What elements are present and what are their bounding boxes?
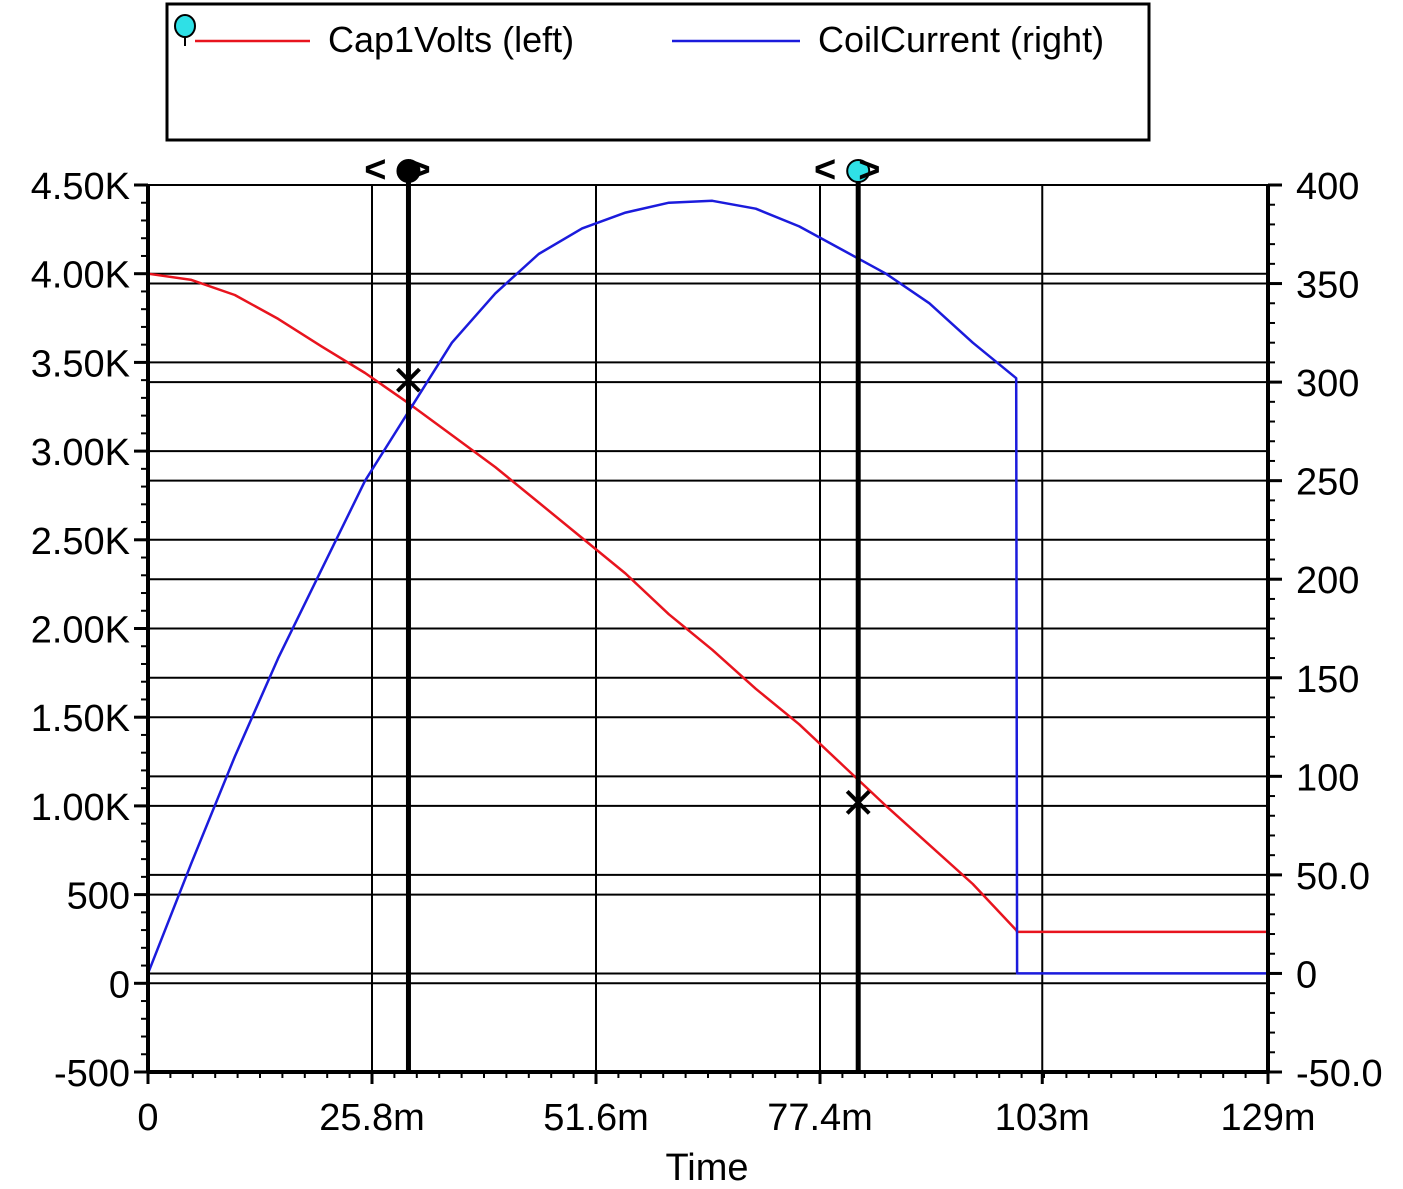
x-tick-label: 51.6m xyxy=(543,1097,649,1139)
y-left-tick-label: 4.50K xyxy=(31,166,130,208)
y-left-tick-label: 2.50K xyxy=(31,521,130,563)
x-tick-label: 129m xyxy=(1220,1097,1315,1139)
y-right-tick-label: 200 xyxy=(1296,560,1359,602)
grid xyxy=(147,184,1269,1073)
marker-stroke xyxy=(845,789,871,815)
y-right-tick-label: -50.0 xyxy=(1296,1053,1383,1095)
legend-box xyxy=(165,2,1151,142)
cursor-marker-x-icon xyxy=(396,367,421,393)
y-right-tick-label: 100 xyxy=(1296,757,1359,799)
legend-pin-icon[interactable] xyxy=(174,14,196,46)
y-right-tick-label: 150 xyxy=(1296,659,1359,701)
marker-stroke xyxy=(396,367,421,393)
tick-labels: 0 25.8m 51.6m 77.4m 103m 129m-50005001.00K1.5… xyxy=(31,166,1383,1139)
y-left-tick-label: -500 xyxy=(54,1053,130,1095)
cursor-handle-icon[interactable] xyxy=(846,159,871,183)
x-tick-label: 103m xyxy=(995,1097,1090,1139)
series-coilcurrent-line xyxy=(146,199,1268,975)
y-right-tick-label: 300 xyxy=(1296,363,1359,405)
y-left-tick-label: 1.50K xyxy=(31,698,130,740)
cursor-symbol: <> xyxy=(364,149,452,191)
y-right-tick-label: 400 xyxy=(1296,166,1359,208)
y-right-tick-label: 250 xyxy=(1296,462,1359,504)
x-tick-label: 25.8m xyxy=(319,1097,425,1139)
y-left-tick-label: 4.00K xyxy=(31,255,130,297)
legend-label-coilcurrent: CoilCurrent (right) xyxy=(818,19,1104,60)
y-left-tick-label: 500 xyxy=(67,876,130,918)
y-right-tick-label: 50.0 xyxy=(1296,856,1370,898)
x-axis-title: Time xyxy=(665,1147,748,1189)
cursor-handle-icon[interactable] xyxy=(396,159,421,183)
cursor-symbol: <> xyxy=(814,149,902,191)
cursor-marker-x-icon xyxy=(845,789,871,815)
x-tick-label: 0 xyxy=(137,1097,158,1139)
series-cap1volts-line xyxy=(147,272,1268,934)
y-left-tick-label: 1.00K xyxy=(31,787,130,829)
y-left-tick-label: 0 xyxy=(109,964,130,1006)
y-left-tick-label: 3.00K xyxy=(31,432,130,474)
y-right-tick-label: 350 xyxy=(1296,265,1359,307)
y-left-tick-label: 3.50K xyxy=(31,343,130,385)
legend: Cap1Volts (left) CoilCurrent (right) xyxy=(165,2,1151,142)
series-layer xyxy=(146,199,1268,975)
cursor-layer[interactable]: <> <> xyxy=(364,149,902,1072)
legend-label-cap1volts: Cap1Volts (left) xyxy=(328,19,574,60)
axes xyxy=(134,183,1282,1084)
y-right-tick-label: 0 xyxy=(1296,954,1317,996)
y-left-tick-label: 2.00K xyxy=(31,610,130,652)
x-tick-label: 77.4m xyxy=(767,1097,873,1139)
